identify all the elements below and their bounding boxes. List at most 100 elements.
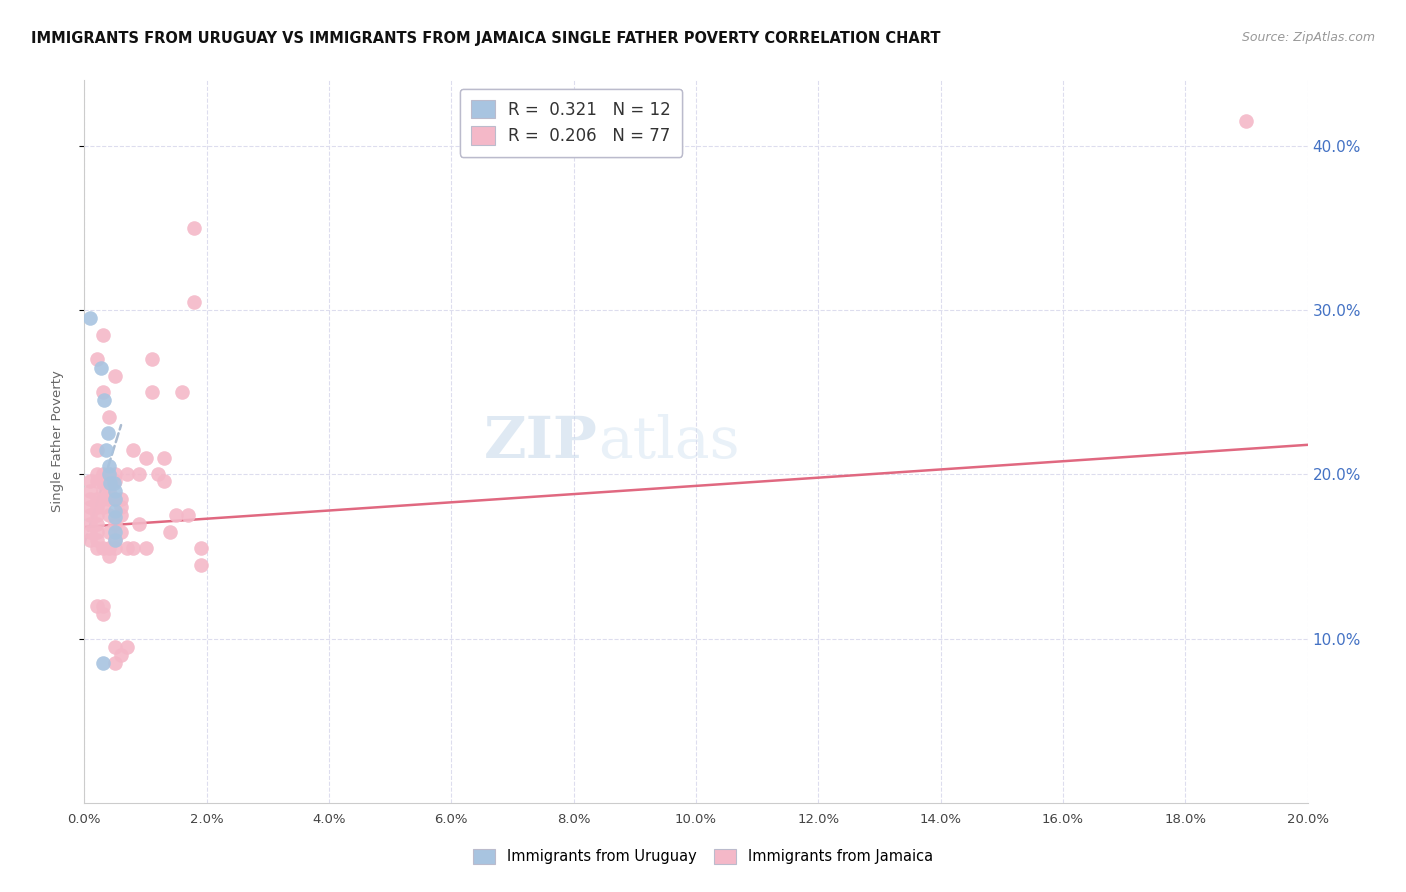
Point: [104, 491, 127, 506]
Point: [104, 483, 127, 498]
Point: [79, 500, 101, 515]
Point: [135, 541, 157, 556]
Point: [165, 508, 187, 523]
Point: [104, 491, 127, 506]
Point: [172, 385, 194, 400]
Point: [104, 533, 127, 547]
Legend: R =  0.321   N = 12, R =  0.206   N = 77: R = 0.321 N = 12, R = 0.206 N = 77: [460, 88, 682, 157]
Text: ZIP: ZIP: [484, 414, 598, 469]
Point: [97, 467, 120, 482]
Point: [159, 524, 181, 539]
Point: [86, 541, 108, 556]
Point: [190, 541, 212, 556]
Point: [86, 474, 108, 488]
Point: [79, 533, 101, 547]
Y-axis label: Single Father Poverty: Single Father Poverty: [51, 370, 63, 513]
Point: [79, 311, 101, 326]
Point: [190, 558, 212, 572]
Point: [97, 491, 120, 506]
Point: [104, 467, 127, 482]
Point: [104, 516, 127, 531]
Point: [97, 549, 120, 564]
Point: [91, 483, 114, 498]
Point: [97, 467, 120, 482]
Point: [104, 640, 127, 654]
Point: [122, 541, 145, 556]
Point: [97, 508, 120, 523]
Point: [91, 327, 114, 342]
Point: [97, 474, 120, 488]
Text: atlas: atlas: [598, 414, 740, 469]
Point: [91, 475, 114, 490]
Point: [97, 426, 120, 441]
Point: [115, 467, 138, 482]
Point: [115, 541, 138, 556]
Point: [104, 657, 127, 671]
Point: [104, 510, 127, 524]
Point: [79, 483, 101, 498]
Point: [183, 221, 205, 235]
Point: [86, 352, 108, 367]
Point: [104, 474, 127, 488]
Point: [104, 524, 127, 539]
Point: [122, 442, 145, 457]
Point: [103, 475, 125, 490]
Point: [91, 491, 114, 506]
Point: [91, 541, 114, 556]
Point: [86, 442, 108, 457]
Point: [91, 607, 114, 621]
Point: [110, 648, 132, 662]
Point: [93, 393, 115, 408]
Point: [153, 450, 176, 465]
Point: [128, 516, 150, 531]
Point: [86, 516, 108, 531]
Point: [91, 500, 114, 515]
Text: Source: ZipAtlas.com: Source: ZipAtlas.com: [1241, 31, 1375, 45]
Point: [91, 599, 114, 613]
Point: [86, 508, 108, 523]
Point: [128, 467, 150, 482]
Point: [183, 295, 205, 310]
Point: [115, 640, 138, 654]
Point: [141, 385, 163, 400]
Point: [97, 524, 120, 539]
Point: [98, 475, 121, 490]
Point: [79, 516, 101, 531]
Point: [141, 352, 163, 367]
Point: [86, 491, 108, 506]
Point: [86, 533, 108, 547]
Point: [146, 467, 169, 482]
Point: [104, 533, 127, 547]
Point: [91, 474, 114, 488]
Point: [97, 541, 120, 556]
Point: [91, 385, 114, 400]
Point: [110, 491, 132, 506]
Point: [110, 524, 132, 539]
Point: [90, 360, 112, 375]
Point: [86, 599, 108, 613]
Point: [1236, 114, 1258, 128]
Point: [79, 524, 101, 539]
Point: [91, 657, 114, 671]
Point: [79, 508, 101, 523]
Point: [177, 508, 200, 523]
Point: [110, 500, 132, 515]
Point: [86, 500, 108, 515]
Point: [135, 450, 157, 465]
Legend: Immigrants from Uruguay, Immigrants from Jamaica: Immigrants from Uruguay, Immigrants from…: [465, 841, 941, 871]
Point: [104, 541, 127, 556]
Point: [94, 442, 117, 457]
Point: [104, 503, 127, 517]
Point: [86, 467, 108, 482]
Point: [91, 467, 114, 482]
Point: [104, 368, 127, 383]
Point: [97, 409, 120, 424]
Point: [153, 474, 176, 488]
Text: IMMIGRANTS FROM URUGUAY VS IMMIGRANTS FROM JAMAICA SINGLE FATHER POVERTY CORRELA: IMMIGRANTS FROM URUGUAY VS IMMIGRANTS FR…: [31, 31, 941, 46]
Point: [86, 524, 108, 539]
Point: [79, 474, 101, 488]
Point: [97, 483, 120, 498]
Point: [79, 491, 101, 506]
Point: [110, 508, 132, 523]
Point: [97, 459, 120, 474]
